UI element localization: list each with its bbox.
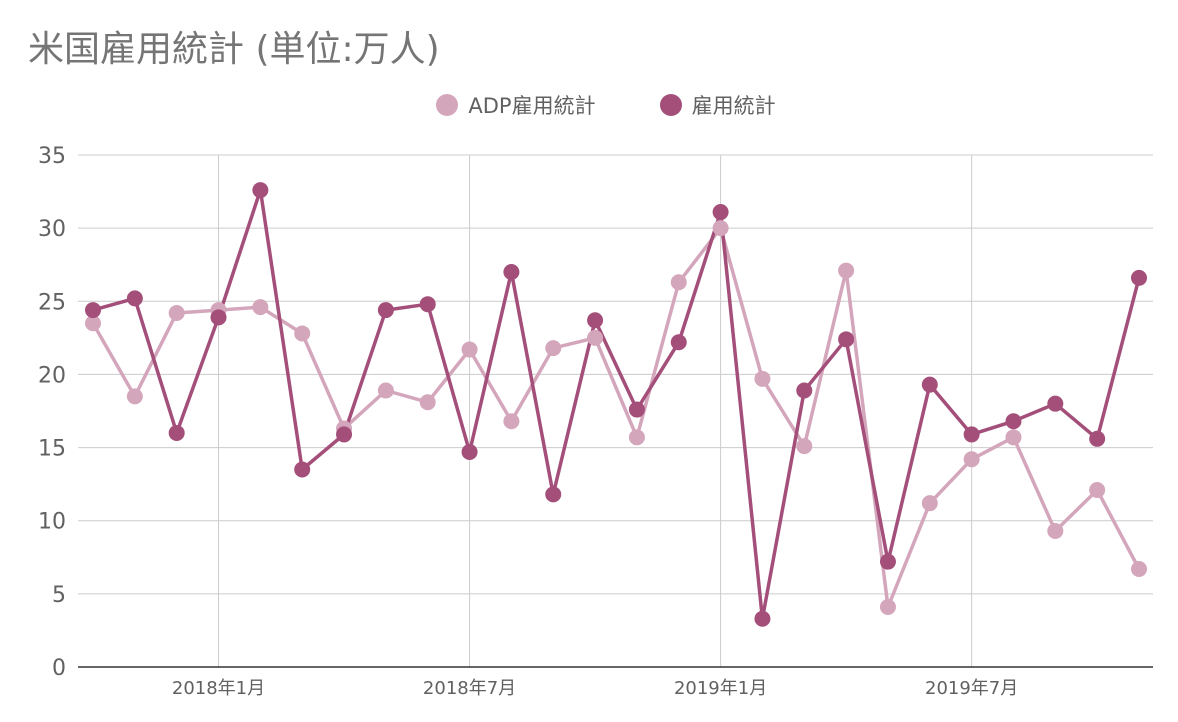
data-point-s1-24 — [1089, 430, 1106, 447]
data-point-s0-2 — [168, 304, 185, 321]
series-line-1 — [92, 188, 1141, 621]
y-tick-label: 35 — [38, 144, 66, 169]
data-point-s1-13 — [628, 401, 645, 418]
y-tick-label: 10 — [38, 510, 66, 535]
data-point-s0-9 — [461, 341, 478, 358]
data-point-s1-11 — [545, 486, 562, 503]
data-point-s1-25 — [1131, 269, 1147, 286]
data-point-s1-8 — [419, 296, 436, 313]
data-point-s0-22 — [1005, 429, 1022, 446]
data-point-s0-7 — [377, 382, 394, 399]
data-point-s1-20 — [921, 376, 938, 393]
data-point-s0-12 — [587, 329, 604, 346]
data-point-s1-3 — [210, 309, 227, 326]
data-point-s1-6 — [336, 426, 353, 443]
data-point-s0-8 — [419, 394, 436, 411]
legend-label-adp: ADP雇用統計 — [468, 94, 596, 118]
data-point-s0-16 — [754, 370, 771, 387]
series-line-0 — [91, 226, 1141, 609]
data-point-s0-19 — [879, 599, 896, 616]
data-point-s0-10 — [503, 413, 520, 430]
data-point-s1-2 — [168, 424, 185, 441]
data-point-s0-14 — [670, 274, 687, 291]
data-point-s0-11 — [545, 340, 562, 357]
data-point-s1-21 — [963, 426, 980, 443]
data-point-s1-0 — [85, 302, 101, 319]
data-point-s1-4 — [252, 182, 269, 199]
data-point-s0-23 — [1047, 522, 1064, 539]
y-tick-label: 15 — [38, 437, 66, 462]
data-point-s0-21 — [963, 451, 980, 468]
data-point-s0-24 — [1089, 481, 1106, 498]
x-tick-label: 2019年1月 — [674, 678, 767, 699]
legend-marker-adp — [436, 94, 459, 116]
y-tick-label: 0 — [52, 656, 66, 681]
data-point-s1-10 — [503, 264, 520, 281]
data-point-s1-18 — [838, 331, 855, 348]
legend: ADP雇用統計 雇用統計 — [0, 90, 1178, 120]
data-point-s1-15 — [712, 204, 729, 221]
y-tick-label: 30 — [38, 217, 66, 242]
data-point-s1-17 — [796, 382, 813, 399]
data-point-s1-5 — [294, 461, 311, 478]
data-point-s1-23 — [1047, 395, 1064, 412]
legend-item-nfp[interactable]: 雇用統計 — [659, 90, 776, 120]
legend-marker-nfp — [659, 94, 682, 116]
data-point-s0-15 — [712, 220, 729, 237]
data-point-s0-25 — [1131, 560, 1147, 577]
data-point-s0-17 — [796, 438, 813, 455]
data-point-s0-5 — [294, 325, 311, 342]
data-point-s1-1 — [126, 290, 143, 307]
data-point-s0-13 — [628, 429, 645, 446]
data-point-s0-0 — [85, 315, 101, 332]
y-tick-label: 5 — [52, 583, 66, 608]
x-tick-label: 2018年1月 — [172, 678, 265, 699]
legend-item-adp[interactable]: ADP雇用統計 — [436, 90, 596, 120]
data-point-s1-16 — [754, 610, 771, 627]
data-point-s1-14 — [670, 334, 687, 351]
data-point-s1-12 — [587, 312, 604, 329]
data-point-s0-1 — [126, 388, 143, 405]
y-tick-label: 25 — [38, 290, 66, 315]
data-point-s1-22 — [1005, 413, 1022, 430]
data-point-s1-9 — [461, 443, 478, 460]
data-point-s1-19 — [879, 553, 896, 570]
x-tick-label: 2019年7月 — [925, 678, 1018, 699]
legend-label-nfp: 雇用統計 — [691, 94, 776, 118]
data-point-s0-18 — [838, 262, 855, 279]
x-tick-label: 2018年7月 — [423, 678, 516, 699]
data-point-s0-4 — [252, 299, 269, 316]
data-point-s1-7 — [377, 302, 394, 319]
y-tick-label: 20 — [38, 363, 66, 388]
data-point-s0-20 — [921, 495, 938, 512]
chart-title: 米国雇用統計 (単位:万人) — [28, 29, 440, 70]
